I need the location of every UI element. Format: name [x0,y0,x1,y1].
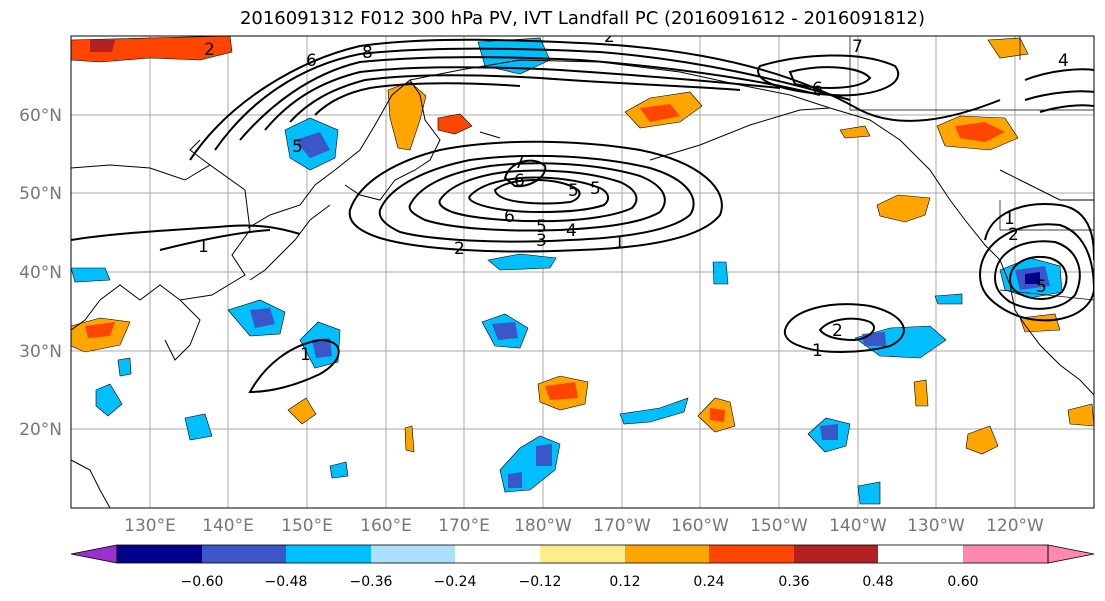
contour-label: 5 [1036,277,1047,297]
map-panel: 8 2 6 5 7 6 5 6 5 4 3 2 1 1 1 2 1 7 6 4 … [71,27,1094,508]
contour-label: 2 [832,321,843,341]
lon-label: 140°W [829,516,887,536]
longitude-labels: 130°E 140°E 150°E 160°E 170°E 180°W 170°… [124,516,1044,536]
colorbar-extension-low [70,544,118,564]
pv-contours [71,38,1094,394]
lon-label: 120°W [986,516,1044,536]
colorbar-segment [455,545,540,563]
contour-label: 5 [292,137,303,157]
colorbar-segment [286,545,371,563]
contour-label: 7 [852,37,863,57]
colorbar-tick-label: 0.60 [947,574,978,590]
map-frame [70,35,1095,509]
lon-label: 160°W [671,516,729,536]
colorbar [70,544,1095,564]
contour-label: 5 [568,181,579,201]
colorbar-tick-label: 0.12 [609,574,640,590]
colorbar-segment [371,545,455,563]
contour-label: 2 [204,40,215,60]
gridlines [71,36,1094,508]
coastlines [71,59,1094,508]
contour-label: 2 [454,239,465,259]
contour-label: 4 [566,221,577,241]
lat-label: 20°N [19,420,62,440]
contour-label: 1 [614,233,625,253]
lon-label: 170°E [438,516,490,536]
colorbar-extension-high [1047,544,1095,564]
colorbar-tick-label: −0.24 [434,574,477,590]
lon-label: 150°W [750,516,808,536]
lon-label: 180°W [514,516,572,536]
contour-label: 1 [1004,209,1015,229]
contour-label: 8 [362,43,373,63]
colorbar-tick-label: 0.48 [862,574,893,590]
colorbar-segment [794,545,878,563]
lat-label: 50°N [19,184,62,204]
contour-label: 1 [300,345,311,365]
contour-label: 2 [1008,225,1019,245]
lon-label: 130°E [124,516,176,536]
contour-label: 7 [514,153,525,173]
lat-label: 40°N [19,263,62,283]
latitude-labels: 60°N 50°N 40°N 30°N 20°N [19,106,62,440]
contour-label: 6 [514,171,525,191]
contour-label: 3 [536,231,547,251]
contour-label: 1 [198,237,209,257]
lon-label: 170°W [593,516,651,536]
ivt-filled-contours [71,36,1094,505]
colorbar-segment [117,545,202,563]
colorbar-tick-label: 0.36 [778,574,809,590]
contour-label: 5 [590,179,601,199]
contour-labels: 8 2 6 5 7 6 5 6 5 4 3 2 1 1 1 2 1 7 6 4 … [198,27,1069,365]
colorbar-segment [540,545,625,563]
contour-label: 6 [504,207,515,227]
lon-label: 150°E [281,516,333,536]
contour-label: 5 [536,217,547,237]
colorbar-tick-labels: −0.60 −0.48 −0.36 −0.24 −0.12 0.12 0.24 … [181,574,979,590]
colorbar-segment [202,545,286,563]
contour-label: 4 [1058,51,1069,71]
colorbar-segment [963,545,1048,563]
contour-label: 6 [812,79,823,99]
lon-label: 160°E [360,516,412,536]
contour-label: 6 [306,51,317,71]
contour-label: 2 [604,27,615,47]
lat-label: 60°N [19,106,62,126]
colorbar-outline [116,544,1049,564]
colorbar-tick-label: −0.36 [350,574,393,590]
lat-label: 30°N [19,342,62,362]
lon-label: 140°E [202,516,254,536]
plot-title: 2016091312 F012 300 hPa PV, IVT Landfall… [239,8,926,29]
colorbar-segment [625,545,709,563]
colorbar-tick-label: 0.24 [693,574,724,590]
colorbar-segment [709,545,794,563]
colorbar-tick-label: −0.48 [265,574,308,590]
contour-label: 1 [812,341,823,361]
lon-label: 130°W [907,516,965,536]
colorbar-tick-label: −0.12 [519,574,562,590]
colorbar-tick-label: −0.60 [181,574,224,590]
